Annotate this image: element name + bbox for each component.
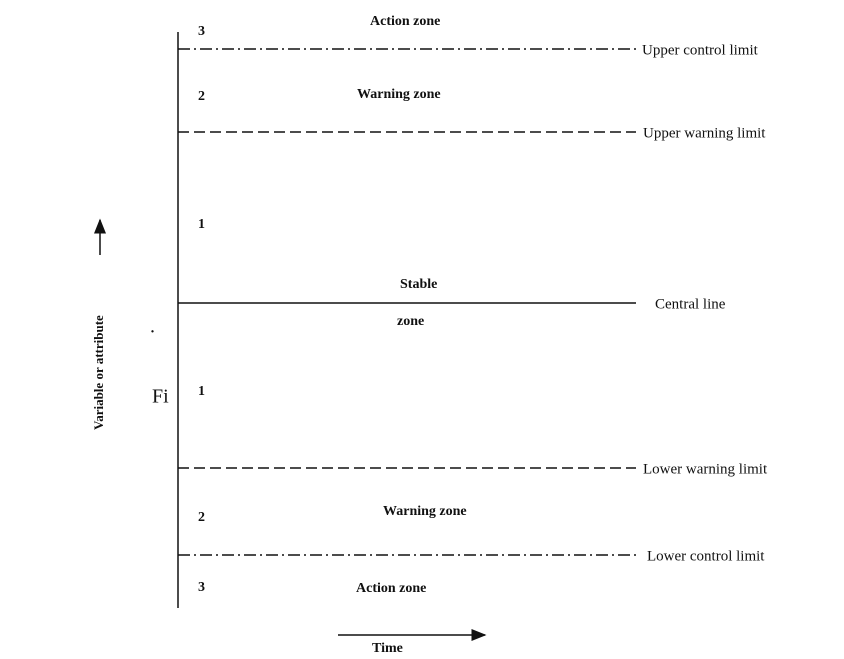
zone-label: Stable [400, 277, 437, 292]
zone-number: 2 [198, 510, 205, 525]
text-fragment: Fi [152, 386, 169, 408]
limit-label: Lower warning limit [643, 461, 768, 477]
zone-label: Action zone [370, 14, 440, 29]
x-axis-label: Time [372, 641, 403, 656]
y-axis-label-group: Variable or attribute [91, 218, 106, 430]
zone-number: 2 [198, 89, 205, 104]
zone-label: Action zone [356, 581, 426, 596]
zone-label: zone [397, 314, 424, 329]
y-axis-label: Variable or attribute [91, 315, 106, 430]
limit-label: Upper warning limit [643, 125, 766, 141]
limit-label: Lower control limit [647, 548, 765, 564]
zone-number: 3 [198, 24, 205, 39]
zone-number: 1 [198, 384, 205, 399]
limit-label: Upper control limit [642, 42, 759, 58]
zone-number: 1 [198, 217, 205, 232]
limit-label: Central line [655, 296, 726, 312]
zone-label: Warning zone [357, 87, 441, 102]
zone-number: 3 [198, 580, 205, 595]
zone-label: Warning zone [383, 504, 467, 519]
text-fragment: . [150, 316, 155, 338]
